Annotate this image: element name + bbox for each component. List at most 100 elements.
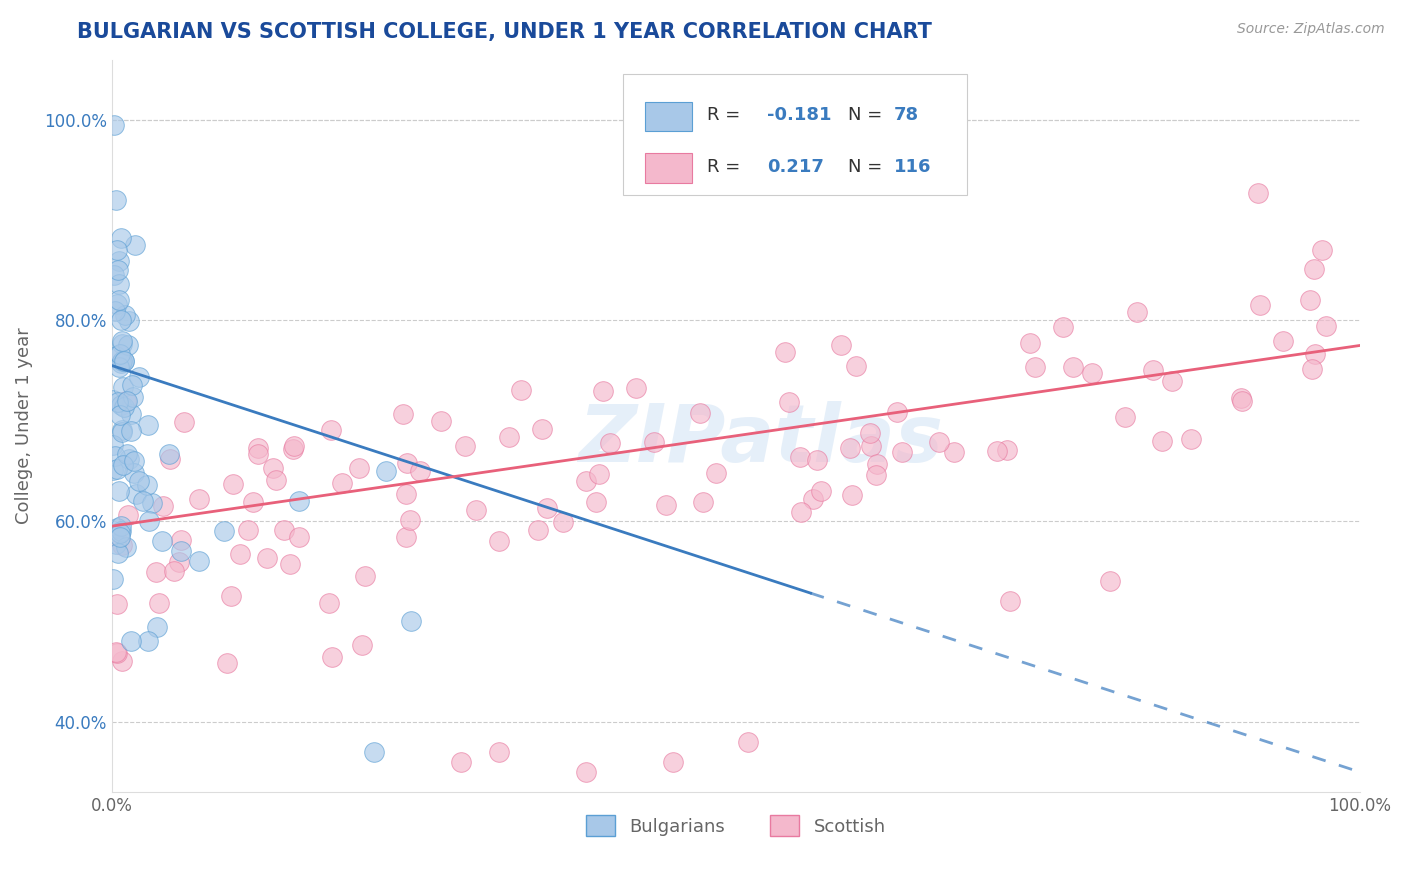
Point (319, 423, 342, 437)
Point (986, 444, 1008, 458)
Point (124, 454, 146, 468)
Point (120, 634, 142, 648)
Point (229, 547, 252, 561)
Point (465, 502, 488, 516)
Point (111, 654, 134, 668)
Point (107, 263, 129, 277)
Point (845, 359, 868, 373)
Point (108, 347, 131, 361)
Point (138, 514, 160, 528)
Point (599, 436, 621, 450)
Point (1062, 360, 1084, 375)
Point (212, 524, 235, 538)
Point (107, 484, 129, 499)
Point (1230, 391, 1253, 405)
Point (111, 337, 134, 351)
Point (409, 464, 432, 478)
Text: R =: R = (707, 106, 741, 124)
Point (1152, 434, 1174, 448)
Point (114, 353, 136, 368)
Point (1303, 347, 1326, 361)
Point (246, 447, 269, 461)
Point (363, 745, 385, 759)
Point (288, 494, 311, 508)
Point (866, 457, 889, 471)
Point (105, 462, 128, 476)
Point (111, 353, 134, 368)
Point (107, 394, 129, 409)
Point (859, 426, 882, 441)
Point (790, 505, 813, 519)
Point (112, 458, 135, 472)
Text: 116: 116 (894, 158, 932, 176)
Point (173, 415, 195, 429)
Bar (645, 153, 692, 183)
Point (242, 495, 264, 509)
Point (114, 308, 136, 322)
Point (128, 370, 150, 384)
Point (187, 491, 209, 506)
Point (108, 254, 131, 268)
Point (159, 452, 181, 467)
Point (1271, 334, 1294, 348)
Point (120, 407, 142, 421)
Point (111, 334, 134, 348)
Point (125, 486, 148, 500)
Point (1114, 410, 1136, 425)
Point (536, 501, 558, 516)
Point (163, 564, 186, 578)
Point (104, 450, 127, 464)
Point (120, 424, 142, 438)
Point (1249, 297, 1271, 311)
Point (1315, 318, 1337, 333)
Point (349, 461, 371, 475)
Point (998, 594, 1021, 608)
Text: 78: 78 (894, 106, 920, 124)
Point (148, 595, 170, 609)
Point (103, 462, 125, 476)
Point (128, 474, 150, 488)
Point (585, 495, 607, 509)
Point (104, 537, 127, 551)
Point (146, 620, 169, 634)
Point (995, 442, 1018, 457)
Text: ZIPatlas: ZIPatlas (578, 401, 943, 479)
Point (152, 499, 174, 513)
Point (450, 755, 472, 769)
Point (104, 644, 127, 658)
Point (655, 498, 678, 512)
Point (121, 377, 143, 392)
Point (1081, 367, 1104, 381)
Point (1230, 394, 1253, 409)
Point (1301, 362, 1323, 376)
Point (498, 430, 520, 444)
Point (531, 422, 554, 436)
Point (117, 338, 139, 352)
Text: BULGARIAN VS SCOTTISH COLLEGE, UNDER 1 YEAR CORRELATION CHART: BULGARIAN VS SCOTTISH COLLEGE, UNDER 1 Y… (77, 22, 932, 42)
Point (111, 423, 134, 437)
Point (105, 244, 128, 258)
Point (103, 573, 125, 587)
Point (136, 417, 159, 432)
Point (551, 515, 574, 529)
Point (170, 533, 193, 548)
Point (395, 456, 418, 470)
Point (110, 398, 132, 412)
Point (110, 313, 132, 327)
Point (778, 395, 800, 409)
Point (1180, 432, 1202, 446)
Text: R =: R = (707, 158, 741, 176)
Text: N =: N = (848, 158, 882, 176)
Point (1018, 336, 1040, 351)
Point (527, 523, 550, 537)
Point (392, 407, 415, 421)
Point (107, 546, 129, 560)
Point (354, 569, 377, 583)
Point (1299, 293, 1322, 307)
Point (256, 550, 278, 565)
Point (107, 597, 129, 611)
Point (943, 444, 966, 458)
Point (330, 476, 353, 491)
Point (124, 237, 146, 252)
Point (104, 349, 127, 363)
